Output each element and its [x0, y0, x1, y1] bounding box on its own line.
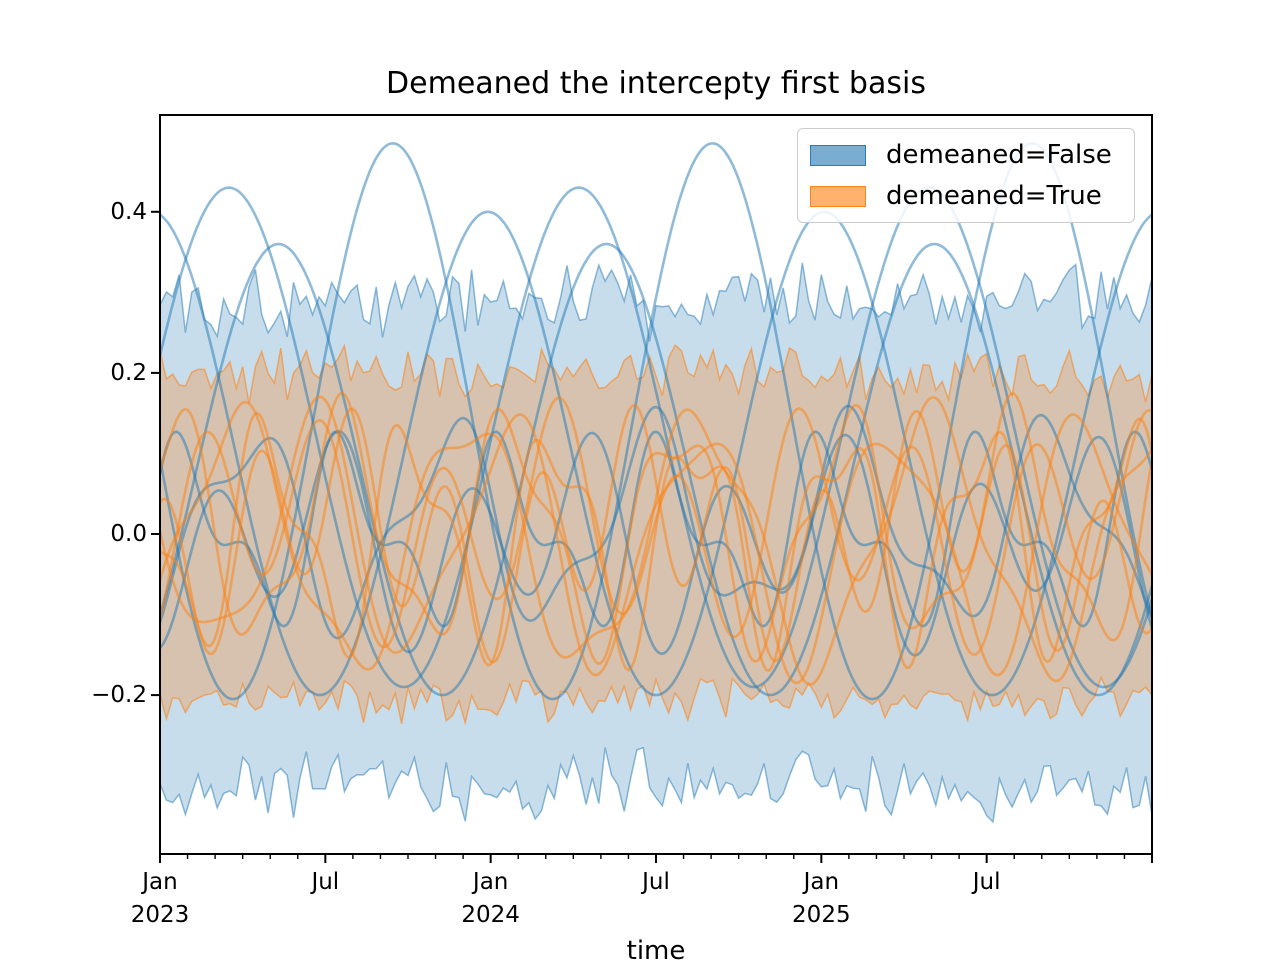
basis-curve-orange-9 — [160, 396, 1152, 656]
basis-curve-orange-10 — [160, 411, 1152, 673]
chart-title: Demeaned the intercepty first basis — [386, 66, 926, 101]
basis-curve-blue-5 — [160, 404, 1152, 640]
legend-entry-false: demeaned=False — [810, 140, 1120, 170]
basis-curve-orange-12 — [160, 403, 1152, 664]
x-tick-label: Jan 2024 — [461, 869, 520, 928]
legend-swatch-orange — [810, 185, 866, 207]
legend-label-true: demeaned=True — [886, 181, 1102, 211]
basis-curve-blue-3 — [160, 210, 1152, 697]
basis-curve-orange-7 — [160, 391, 1152, 666]
y-tick-label: −0.2 — [91, 682, 147, 709]
x-axis-label: time — [626, 936, 686, 966]
legend-swatch-blue — [810, 144, 866, 166]
x-tick-label: Jul — [642, 869, 670, 895]
y-tick-label: 0.2 — [110, 359, 147, 386]
basis-curve-orange-8 — [160, 396, 1152, 686]
basis-curve-blue-2 — [160, 242, 1152, 697]
y-tick-label: 0.0 — [110, 521, 147, 547]
y-tick-label: 0.4 — [110, 198, 147, 225]
legend-label-false: demeaned=False — [886, 140, 1112, 170]
x-tick-label: Jul — [972, 869, 1001, 895]
basis-curve-blue-0 — [160, 142, 1152, 701]
basis-curve-blue-1 — [160, 186, 1152, 689]
band-demeaned-false — [160, 262, 1152, 824]
x-tick-label: Jan 2023 — [130, 869, 190, 928]
x-tick-label: Jul — [311, 869, 340, 895]
x-tick-label: Jan 2025 — [792, 869, 851, 928]
basis-curve-orange-11 — [160, 395, 1152, 685]
legend-entry-true: demeaned=True — [810, 181, 1120, 211]
legend-box: demeaned=False demeaned=True — [797, 128, 1135, 223]
plot-area — [160, 142, 1152, 824]
